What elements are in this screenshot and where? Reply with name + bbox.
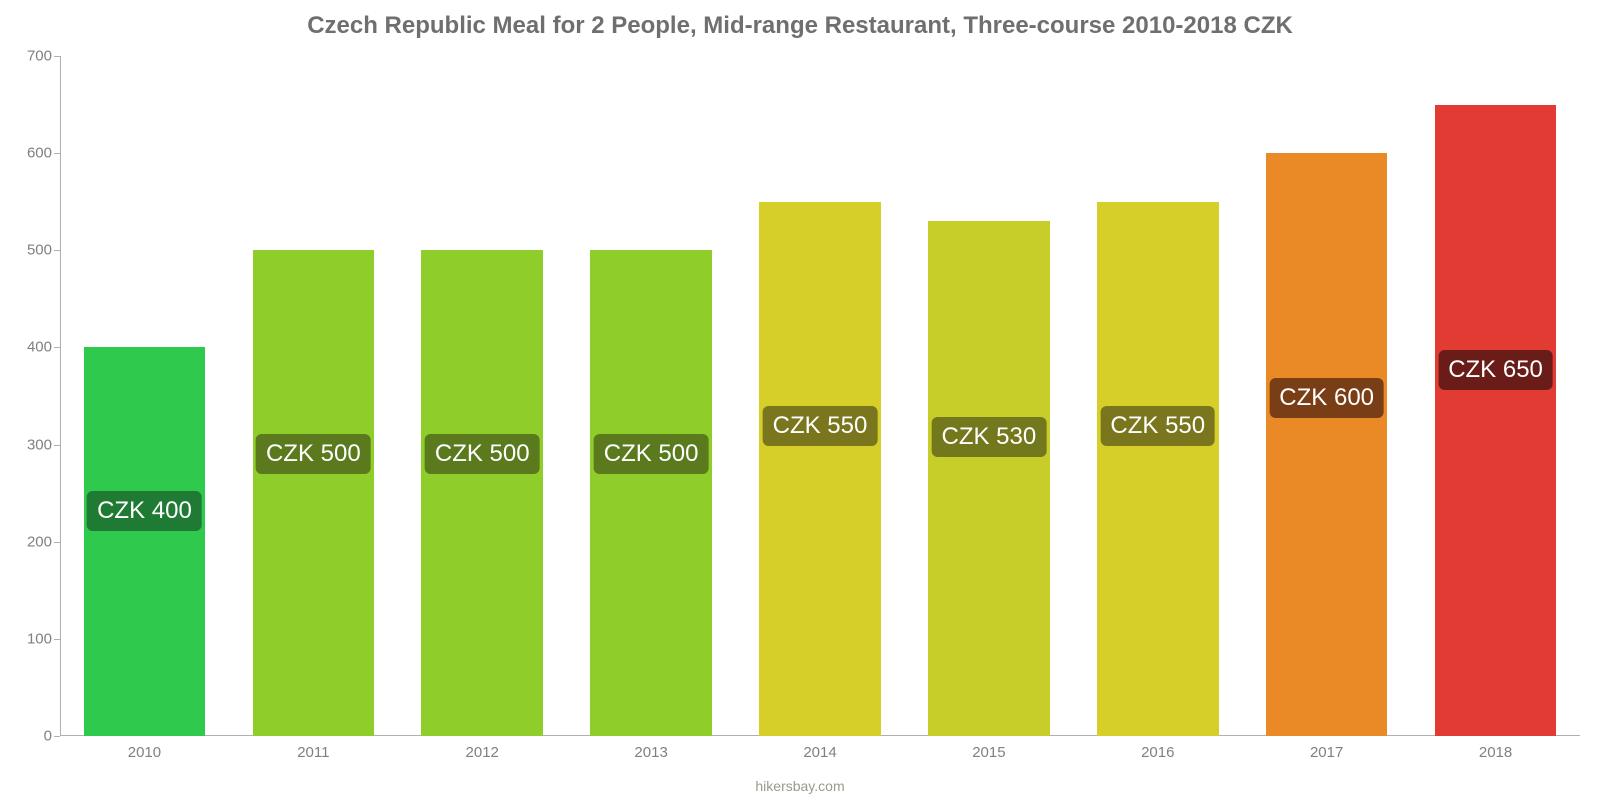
- y-tick-mark: [54, 250, 60, 251]
- x-tick-label: 2015: [972, 736, 1005, 761]
- x-tick-label: 2014: [803, 736, 836, 761]
- x-tick-label: 2011: [297, 736, 329, 761]
- value-label: CZK 500: [425, 434, 540, 474]
- value-label: CZK 600: [1269, 378, 1384, 418]
- value-label: CZK 500: [594, 434, 709, 474]
- x-tick-label: 2012: [466, 736, 499, 761]
- plot-area: CZK 400 CZK 500 CZK 500 CZK 500 CZK 550 CZK 5…: [60, 56, 1580, 736]
- y-tick-mark: [54, 542, 60, 543]
- value-label: CZK 400: [87, 491, 202, 531]
- value-label: CZK 530: [932, 417, 1047, 457]
- bar: [1097, 202, 1219, 736]
- x-tick-label: 2010: [128, 736, 161, 761]
- y-tick-mark: [54, 445, 60, 446]
- value-label: CZK 550: [1100, 406, 1215, 446]
- y-tick-mark: [54, 56, 60, 57]
- y-tick-mark: [54, 347, 60, 348]
- y-tick-mark: [54, 153, 60, 154]
- bar: [421, 250, 543, 736]
- chart-container: Czech Republic Meal for 2 People, Mid-ra…: [0, 0, 1600, 800]
- value-label: CZK 650: [1438, 350, 1553, 390]
- bar: [1266, 153, 1388, 736]
- y-tick-mark: [54, 736, 60, 737]
- bar: [759, 202, 881, 736]
- bar: [590, 250, 712, 736]
- bar: [253, 250, 375, 736]
- x-tick-label: 2018: [1479, 736, 1512, 761]
- x-tick-label: 2013: [634, 736, 667, 761]
- bar: [1435, 105, 1557, 736]
- value-label: CZK 550: [763, 406, 878, 446]
- y-tick-mark: [54, 639, 60, 640]
- bars-layer: CZK 400 CZK 500 CZK 500 CZK 500 CZK 550 CZK 5…: [60, 56, 1580, 736]
- value-label: CZK 500: [256, 434, 371, 474]
- chart-footer: hikersbay.com: [0, 778, 1600, 794]
- chart-title: Czech Republic Meal for 2 People, Mid-ra…: [0, 12, 1600, 40]
- x-tick-label: 2017: [1310, 736, 1343, 761]
- x-tick-label: 2016: [1141, 736, 1174, 761]
- bar: [84, 347, 206, 736]
- bar: [928, 221, 1050, 736]
